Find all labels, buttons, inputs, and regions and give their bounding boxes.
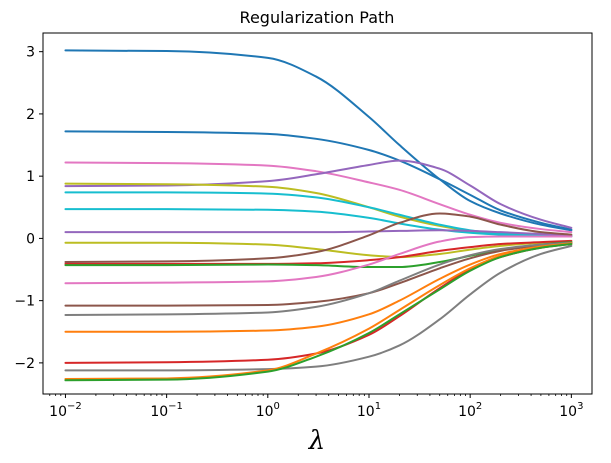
series-line-6 xyxy=(64,191,573,237)
series-line-14 xyxy=(64,241,573,307)
y-tick-label: 1 xyxy=(26,169,35,185)
y-tick-label: 0 xyxy=(26,231,35,247)
series-line-16 xyxy=(64,242,573,333)
y-tick-label: −1 xyxy=(14,294,35,310)
x-minor-ticks xyxy=(49,394,568,396)
series-line-20 xyxy=(64,243,573,382)
x-tick-label: 102 xyxy=(458,401,482,420)
y-tick-label: 2 xyxy=(26,107,35,123)
y-axis: 3 2 1 0 −1 −2 xyxy=(14,45,43,372)
x-axis-label: λ xyxy=(308,426,325,456)
x-tick-label: 103 xyxy=(559,401,583,420)
x-tick-label: 10−2 xyxy=(49,401,82,420)
series-line-15 xyxy=(64,241,573,316)
series-line-2 xyxy=(64,130,573,231)
series-line-13 xyxy=(64,235,573,285)
series-line-1 xyxy=(64,49,573,232)
chart-title: Regularization Path xyxy=(240,8,395,27)
y-tick-label: −2 xyxy=(14,356,35,372)
series-line-7 xyxy=(64,208,573,238)
x-tick-label: 10−1 xyxy=(150,401,183,420)
plot-lines xyxy=(64,49,573,382)
plot-frame xyxy=(42,32,593,395)
y-tick-label: 3 xyxy=(26,45,35,61)
series-line-8 xyxy=(64,229,573,237)
x-axis: 10−2 10−1 100 101 102 103 xyxy=(49,394,583,420)
series-line-19 xyxy=(64,242,573,381)
series-line-10 xyxy=(64,212,573,264)
series-line-18 xyxy=(64,244,573,372)
x-tick-label: 100 xyxy=(256,401,280,420)
x-tick-label: 101 xyxy=(357,401,381,420)
series-line-3 xyxy=(64,161,573,234)
series-line-11 xyxy=(64,239,573,265)
